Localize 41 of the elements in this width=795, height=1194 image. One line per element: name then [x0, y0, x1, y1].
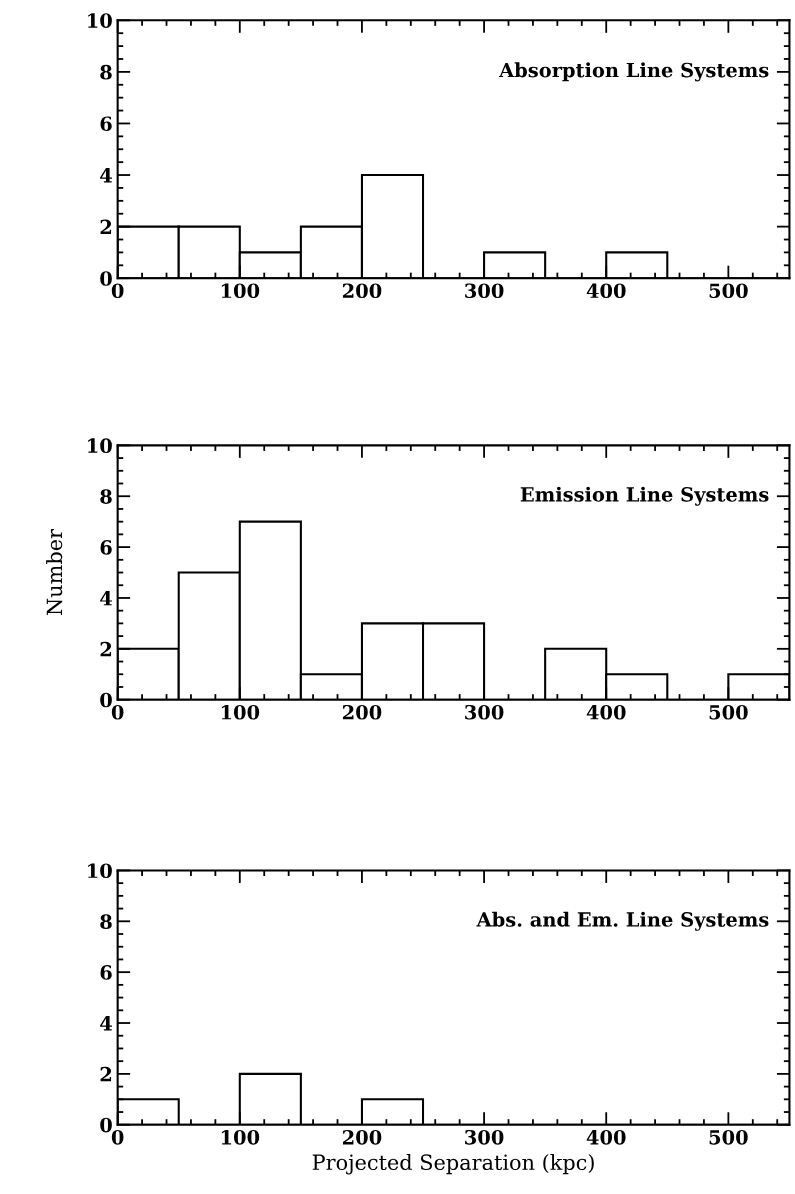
y-tick-label: 0 — [100, 1117, 112, 1133]
y-tick-label: 4 — [100, 1015, 112, 1031]
x-tick-label: 500 — [709, 1129, 748, 1145]
x-tick-label: 100 — [221, 1129, 260, 1145]
y-tick-label: 2 — [100, 219, 112, 235]
x-tick-label: 0 — [111, 1129, 124, 1145]
x-tick-label: 200 — [342, 283, 382, 299]
x-tick-label: 0 — [111, 283, 124, 299]
x-tick-label: 200 — [342, 704, 382, 720]
y-tick-label: 8 — [100, 64, 112, 80]
y-tick-label: 10 — [88, 13, 112, 28]
y-tick-label: 8 — [100, 914, 112, 929]
annotation: Emission Line Systems — [520, 486, 769, 506]
x-tick-label: 0 — [111, 704, 124, 720]
y-tick-label: 2 — [100, 641, 112, 657]
x-tick-label: 100 — [221, 704, 260, 720]
y-tick-label: 6 — [100, 116, 112, 132]
x-tick-label: 100 — [221, 283, 260, 299]
y-tick-label: 10 — [88, 438, 112, 454]
x-tick-label: 300 — [465, 283, 504, 299]
y-tick-label: 6 — [100, 965, 112, 980]
x-tick-label: 300 — [465, 704, 504, 720]
y-tick-label: 0 — [100, 271, 112, 286]
y-tick-label: 0 — [100, 692, 112, 708]
y-tick-label: 4 — [100, 168, 112, 183]
x-tick-label: 500 — [709, 704, 748, 720]
annotation: Abs. and Em. Line Systems — [476, 911, 769, 931]
y-tick-label: 4 — [100, 590, 112, 606]
annotation: Absorption Line Systems — [498, 62, 769, 82]
x-tick-label: 400 — [586, 1129, 626, 1145]
x-tick-label: 500 — [709, 283, 748, 299]
x-tick-label: 200 — [342, 1129, 382, 1145]
y-tick-label: 8 — [100, 489, 112, 504]
x-axis-title: Projected Separation (kpc) — [312, 1153, 594, 1175]
x-tick-label: 300 — [465, 1129, 504, 1145]
y-tick-label: 2 — [100, 1066, 112, 1082]
y-tick-label: 6 — [100, 540, 112, 555]
y-axis-title: Number — [46, 529, 63, 616]
x-tick-label: 400 — [586, 283, 626, 299]
x-tick-label: 400 — [586, 704, 626, 720]
y-tick-label: 10 — [88, 863, 112, 879]
